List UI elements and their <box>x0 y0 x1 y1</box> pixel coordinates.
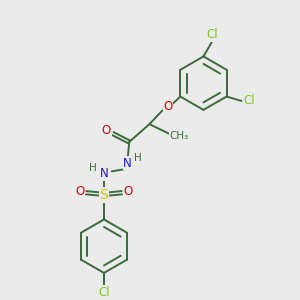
Text: O: O <box>75 185 84 198</box>
Text: H: H <box>134 153 142 163</box>
Text: N: N <box>100 167 108 180</box>
Text: Cl: Cl <box>98 286 110 299</box>
Text: N: N <box>123 157 132 170</box>
Text: O: O <box>102 124 111 137</box>
Text: O: O <box>163 100 172 113</box>
Text: H: H <box>89 163 97 173</box>
Text: Cl: Cl <box>206 28 218 41</box>
Text: Cl: Cl <box>244 94 255 107</box>
Text: S: S <box>100 188 108 202</box>
Text: CH₃: CH₃ <box>169 131 189 141</box>
Text: O: O <box>124 185 133 198</box>
